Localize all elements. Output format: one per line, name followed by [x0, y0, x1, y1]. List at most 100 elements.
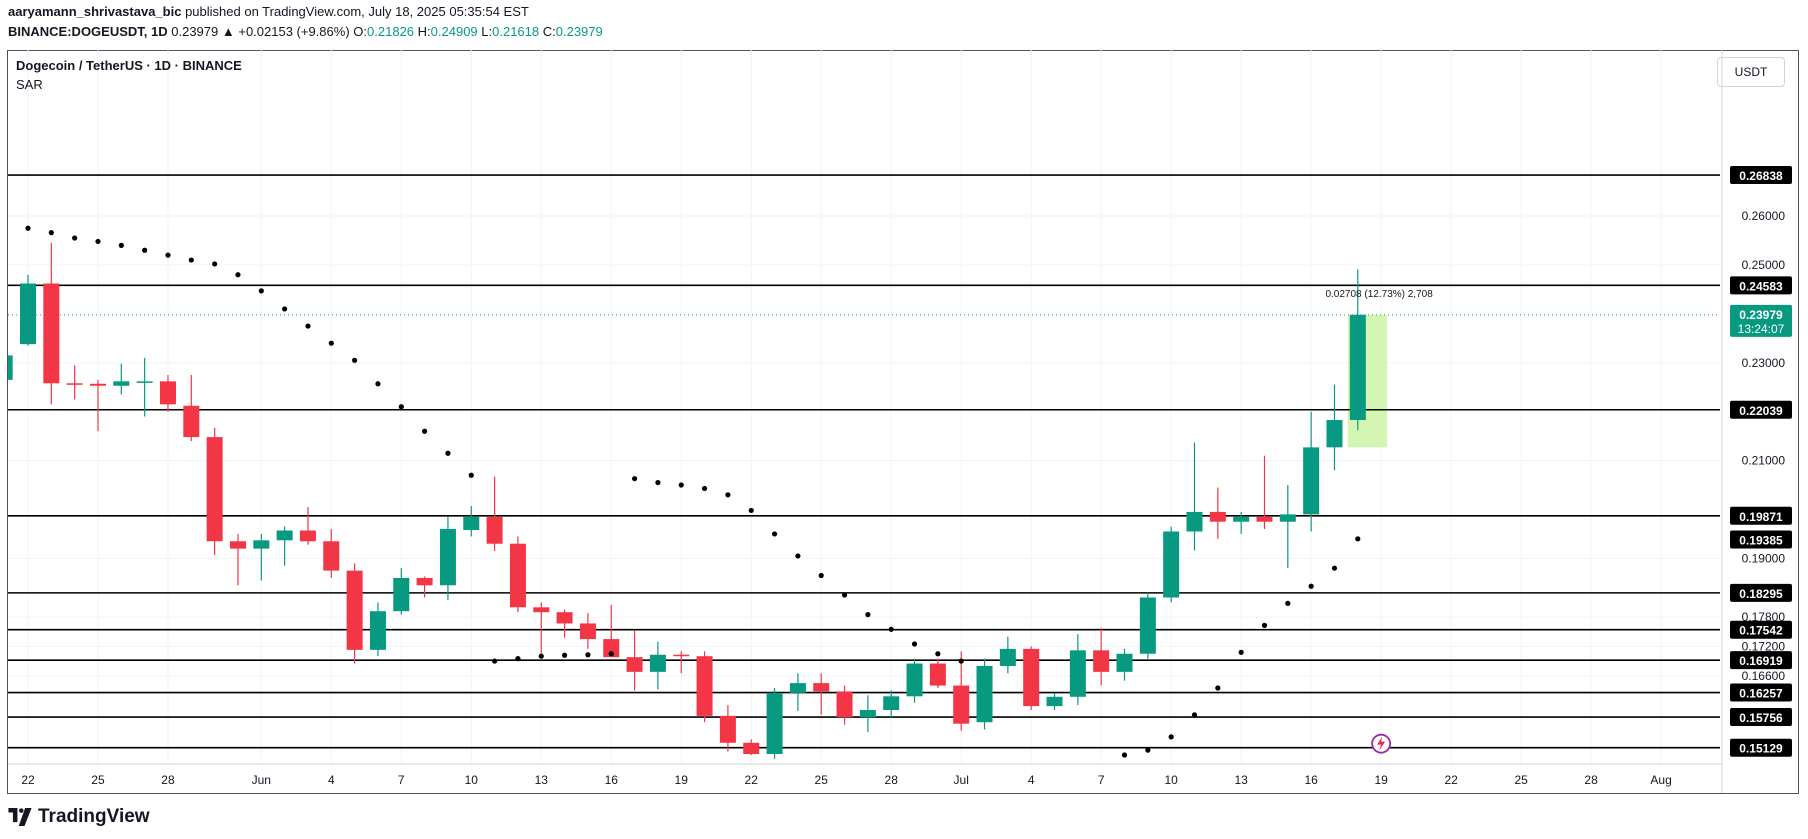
- level-badge: 0.19871: [1730, 506, 1792, 525]
- candle-body: [113, 381, 130, 386]
- candle-body: [183, 405, 200, 438]
- candle-body: [43, 283, 60, 384]
- level-badge-text: 0.17542: [1739, 624, 1783, 638]
- candle-body: [626, 657, 643, 672]
- sar-dot: [445, 450, 451, 456]
- time-tick-label: 22: [21, 773, 35, 787]
- sar-dot: [888, 626, 894, 632]
- candle-body: [673, 654, 690, 657]
- candle-body: [346, 570, 363, 650]
- lightning-bolt: [1377, 736, 1386, 751]
- level-badge: 0.22039: [1730, 400, 1792, 419]
- last-price-badge-bg: [1730, 304, 1792, 337]
- sar-dot: [235, 272, 241, 278]
- measure-label: 0.02708 (12.73%) 2,708: [1325, 289, 1433, 300]
- change-text: ▲ +0.02153 (+9.86%): [221, 24, 350, 39]
- sar-dot: [1168, 734, 1174, 740]
- sar-dot: [305, 323, 311, 329]
- candle-body: [416, 577, 433, 586]
- sar-dot: [1355, 536, 1361, 542]
- time-tick-label: 13: [1234, 773, 1248, 787]
- price-tick-label: 0.16600: [1742, 669, 1786, 683]
- level-badge-bg: [1730, 651, 1792, 670]
- candle-body: [1023, 648, 1040, 707]
- candle-body: [999, 648, 1016, 666]
- sar-dot: [678, 482, 684, 488]
- time-tick-label: Jul: [954, 773, 969, 787]
- time-tick-label: Jun: [252, 773, 271, 787]
- sar-dot: [352, 357, 358, 363]
- sar-dots: [25, 225, 1361, 758]
- sar-dot: [1145, 747, 1151, 753]
- time-tick-label: 10: [465, 773, 479, 787]
- price-tick-label: 0.26000: [1742, 209, 1786, 223]
- candle-body: [696, 656, 713, 716]
- candle-body: [253, 540, 270, 549]
- low-value: 0.21618: [492, 24, 540, 39]
- sar-dot: [585, 652, 591, 658]
- sar-dot: [1308, 583, 1314, 589]
- price-tick-label: 0.17200: [1742, 639, 1786, 653]
- sar-dot: [188, 257, 194, 263]
- sar-dot: [492, 658, 498, 664]
- candle-body: [1046, 696, 1063, 707]
- time-tick-label: 16: [1304, 773, 1318, 787]
- level-badge: 0.15129: [1730, 738, 1792, 757]
- open-label: O:: [353, 24, 368, 39]
- legend-indicator[interactable]: SAR: [16, 77, 43, 92]
- publisher-name[interactable]: aaryamann_shrivastava_bic: [8, 4, 182, 19]
- grid-lines: [8, 50, 1720, 764]
- candle-body: [1256, 516, 1273, 522]
- time-tick-label: 4: [328, 773, 335, 787]
- time-tick-label: 22: [745, 773, 759, 787]
- low-label: L:: [481, 24, 493, 39]
- legend-title[interactable]: Dogecoin / TetherUS · 1D · BINANCE: [16, 58, 242, 73]
- tradingview-logo[interactable]: TradingView: [8, 806, 150, 828]
- level-badge-bg: [1730, 708, 1792, 727]
- level-badge: 0.16257: [1730, 683, 1792, 702]
- sar-dot: [1331, 565, 1338, 571]
- sar-dot: [865, 612, 871, 618]
- sar-dot: [48, 230, 54, 236]
- candle-body: [486, 516, 503, 544]
- candle-body: [766, 692, 783, 755]
- candle-body: [1326, 419, 1343, 448]
- chart-legend: Dogecoin / TetherUS · 1D · BINANCE SAR: [16, 58, 242, 92]
- candle-body: [836, 691, 853, 718]
- sar-dot: [212, 261, 218, 267]
- level-badge-bg: [1730, 400, 1792, 419]
- time-axis: 22 25 28 Jun 4 7 10 13 16 19 22 25 28 Jul 4 7 10 13 16 19 22…: [21, 773, 1671, 787]
- support-resistance-lines: [8, 174, 1720, 749]
- level-badge: 0.16919: [1730, 651, 1792, 670]
- price-tick-label: 0.19000: [1742, 551, 1786, 565]
- price-tick-label: 0.23000: [1742, 356, 1786, 370]
- candle-body: [1186, 511, 1203, 532]
- candle-body: [859, 710, 876, 718]
- sar-dot: [608, 651, 614, 657]
- sar-dot: [795, 553, 801, 559]
- open-value: 0.21826: [367, 24, 415, 39]
- candle-body: [463, 516, 480, 531]
- candle-body: [369, 611, 386, 650]
- candle-body: [953, 685, 970, 724]
- sar-dot: [95, 238, 101, 245]
- sar-dot: [1285, 600, 1291, 606]
- last-price-text: 0.23979: [171, 24, 219, 39]
- time-tick-label: 16: [605, 773, 619, 787]
- chart-frame: [7, 50, 1799, 794]
- currency-button[interactable]: USDT: [1717, 57, 1785, 87]
- event-marker: [1371, 733, 1392, 754]
- high-label: H:: [417, 24, 431, 39]
- level-badge-text: 0.18295: [1739, 587, 1783, 601]
- candle-body: [603, 639, 620, 658]
- candle-body: [66, 383, 83, 385]
- sar-dot: [422, 428, 428, 434]
- candle-body: [1279, 514, 1296, 522]
- candle-body: [883, 696, 900, 711]
- candle-body: [719, 715, 736, 743]
- sar-badge-text: 0.19385: [1739, 534, 1783, 548]
- price-tick-label: 0.17800: [1742, 610, 1786, 624]
- high-value: 0.24909: [430, 24, 478, 39]
- candle-body: [649, 654, 666, 672]
